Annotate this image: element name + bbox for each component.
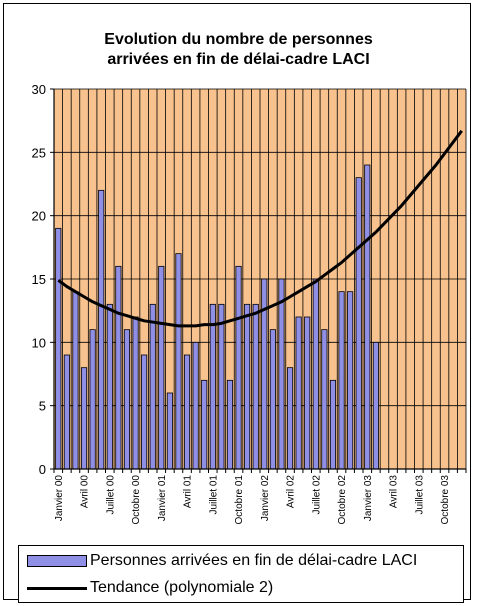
- bar: [183, 354, 191, 470]
- chart-title: Evolution du nombre de personnes arrivées…: [104, 31, 373, 68]
- bar: [304, 316, 311, 470]
- legend-swatch-bars: [27, 555, 87, 567]
- x-tick-label: Juillet 02: [311, 475, 322, 515]
- legend-label-bars: Personnes arrivées en fin de délai-cadre…: [90, 552, 418, 569]
- bar: [235, 265, 242, 470]
- bar: [201, 379, 208, 470]
- bar: [123, 329, 131, 470]
- y-tick-label: 20: [32, 209, 46, 224]
- bar: [209, 303, 216, 470]
- legend-label-trend: Tendance (polynomiale 2): [90, 579, 274, 596]
- bar: [80, 367, 88, 470]
- bar: [218, 303, 225, 470]
- x-tick-label: Janvier 01: [157, 475, 168, 522]
- bar: [226, 379, 234, 470]
- bar: [192, 341, 199, 470]
- bar: [355, 177, 362, 470]
- bar: [329, 379, 337, 470]
- bar: [72, 291, 79, 470]
- bar: [278, 278, 285, 470]
- x-tick-label: Avril 02: [286, 475, 297, 509]
- x-tick-label: Avril 03: [389, 475, 400, 509]
- bar: [321, 329, 328, 470]
- x-tick-label: Juillet 01: [208, 475, 219, 515]
- x-tick-label: Janvier 00: [54, 475, 65, 522]
- bar: [244, 303, 251, 470]
- x-tick-label: Janvier 03: [363, 475, 374, 522]
- bar: [55, 227, 62, 470]
- x-tick-label: Avril 00: [80, 475, 91, 509]
- chart-legend: Personnes arrivées en fin de délai-cadre…: [18, 545, 464, 603]
- y-tick-label: 25: [32, 145, 46, 160]
- bar: [89, 329, 96, 470]
- x-tick-label: Octobre 02: [337, 475, 348, 525]
- bar: [252, 303, 259, 470]
- x-tick-label: Juillet 00: [105, 475, 116, 515]
- bar: [269, 329, 276, 470]
- x-tick-label: Octobre 03: [440, 475, 451, 525]
- bar: [347, 291, 354, 470]
- y-tick-label: 5: [39, 399, 46, 414]
- y-tick-label: 15: [32, 272, 46, 287]
- bar: [115, 265, 122, 470]
- bar: [312, 278, 319, 470]
- y-tick-label: 0: [39, 462, 46, 477]
- x-tick-label: Juillet 03: [414, 475, 425, 515]
- bar: [132, 316, 139, 470]
- bar: [295, 316, 302, 470]
- bar: [141, 354, 148, 470]
- legend-item-trend: Tendance (polynomiale 2): [19, 575, 273, 601]
- bar: [372, 341, 379, 470]
- legend-swatch-trend: [27, 586, 87, 590]
- bar: [166, 392, 173, 470]
- x-tick-label: Octobre 01: [234, 475, 245, 525]
- bar: [364, 164, 371, 470]
- bar: [149, 303, 156, 470]
- bar: [286, 367, 294, 470]
- bar: [98, 189, 105, 470]
- y-tick-label: 30: [32, 82, 46, 97]
- trend-line: [57, 129, 463, 328]
- legend-item-bars: Personnes arrivées en fin de délai-cadre…: [19, 548, 417, 574]
- bar: [63, 354, 70, 470]
- bar: [158, 265, 165, 470]
- bar: [338, 291, 345, 470]
- bar: [106, 303, 113, 470]
- x-tick-label: Octobre 00: [131, 475, 142, 525]
- x-tick-label: Avril 01: [183, 475, 194, 509]
- bar: [175, 253, 182, 470]
- y-tick-label: 10: [32, 335, 46, 350]
- x-tick-label: Janvier 02: [260, 475, 271, 522]
